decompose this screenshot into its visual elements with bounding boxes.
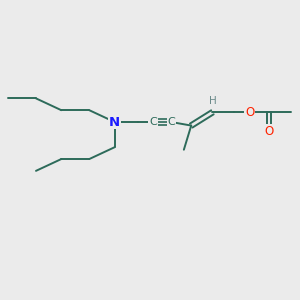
- Text: N: N: [109, 116, 120, 128]
- Text: C: C: [149, 117, 157, 127]
- Text: H: H: [208, 96, 216, 106]
- Text: C: C: [167, 117, 175, 127]
- Text: O: O: [264, 125, 274, 138]
- Text: O: O: [245, 106, 254, 119]
